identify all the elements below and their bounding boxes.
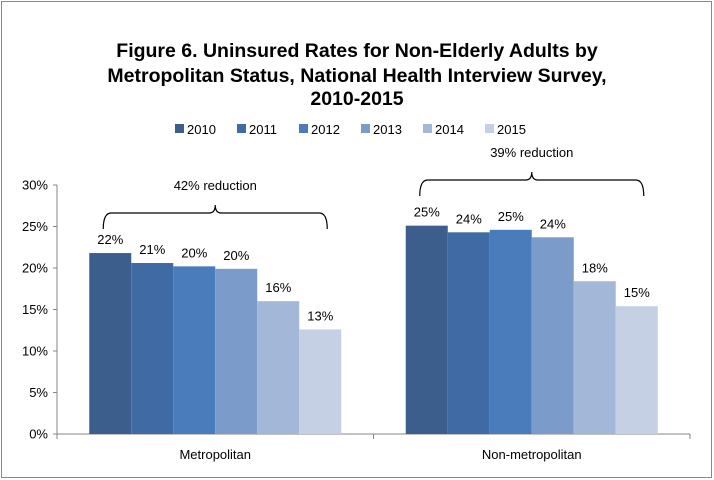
legend-swatch [237,124,246,133]
x-tick-label: Non-metropolitan [482,447,582,462]
y-tick-label: 30% [22,178,48,193]
bar-2015 [299,329,342,434]
chart-title-line-3: 2010-2015 [310,88,403,110]
bar-2012 [173,266,216,434]
legend: 2010 2011 2012 2013 2014 2015 [175,122,526,137]
bars: 22% 21% 20% 20% 16% 13% 25% 24% 25% 24% 18% 15% [89,205,658,434]
data-label: 13% [307,308,333,323]
bar-2015 [615,306,658,434]
legend-label: 2015 [497,122,526,137]
data-label: 21% [139,242,165,257]
x-tick-label: Metropolitan [179,447,251,462]
y-tick-label: 0% [29,427,48,442]
data-label: 20% [223,248,249,263]
legend-label: 2011 [249,122,277,137]
reduction-annotation: 42% reduction [174,178,257,193]
data-label: 25% [414,205,440,220]
data-label: 18% [582,260,608,275]
data-label: 25% [498,209,524,224]
y-tick-label: 20% [22,261,48,276]
bar-2010 [89,253,132,434]
bar-2011 [131,263,174,434]
legend-label: 2010 [187,122,216,137]
data-label: 24% [540,216,566,231]
bar-2010 [405,225,448,434]
bar-2013 [531,237,574,434]
legend-label: 2014 [435,122,464,137]
legend-swatch [361,124,370,133]
legend-label: 2012 [311,122,340,137]
annotations: 42% reduction 39% reduction [102,145,645,230]
reduction-annotation: 39% reduction [490,145,573,160]
bar-2014 [257,301,300,434]
y-tick-label: 5% [29,385,48,400]
legend-label: 2013 [373,122,402,137]
chart-title-line-2: Metropolitan Status, National Health Int… [107,65,606,87]
data-label: 15% [624,285,650,300]
bracket [419,171,645,197]
y-tick-label: 10% [22,344,48,359]
bar-2012 [489,229,532,434]
legend-swatch [175,124,184,133]
legend-swatch [423,124,432,133]
bar-2011 [447,232,490,434]
legend-swatch [299,124,308,133]
data-label: 16% [265,280,291,295]
bracket [102,204,328,230]
chart-title-line-1: Figure 6. Uninsured Rates for Non-Elderl… [116,40,598,62]
data-label: 24% [456,211,482,226]
data-label: 20% [181,245,207,260]
y-tick-label: 25% [22,219,48,234]
y-tick-label: 15% [22,302,48,317]
legend-swatch [485,124,494,133]
data-label: 22% [97,232,123,247]
bar-2013 [215,268,258,434]
bar-2014 [573,281,616,434]
